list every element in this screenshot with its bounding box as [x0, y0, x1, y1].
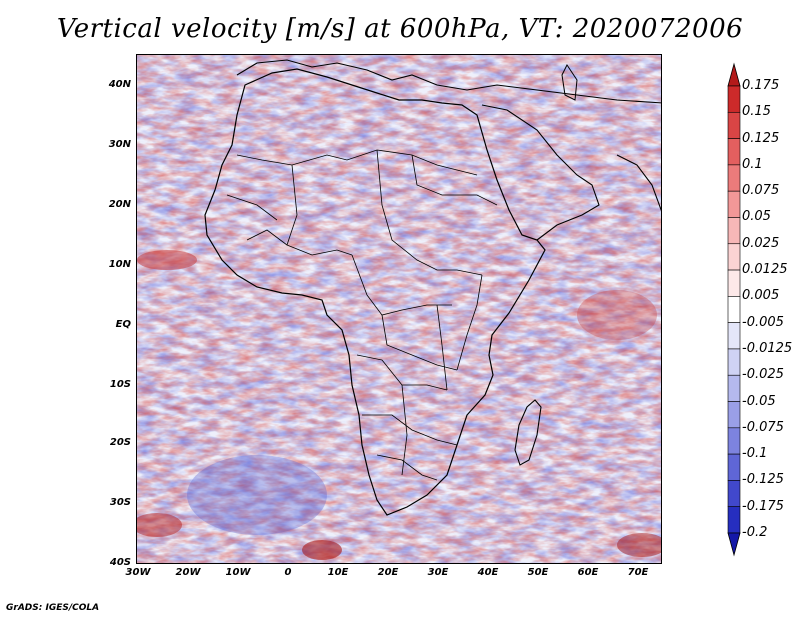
colorbar-box	[727, 348, 741, 376]
colorbar-box	[727, 138, 741, 166]
lon-label-60e: 60E	[577, 567, 599, 578]
colorbar-box	[727, 217, 741, 245]
colorbar-label: 0.005	[742, 288, 780, 304]
colorbar-label: 0.025	[742, 235, 780, 251]
colorbar-box	[727, 190, 741, 218]
colorbar-box	[727, 322, 741, 350]
madagascar-coastline	[514, 399, 542, 466]
colorbar-label: 0.1	[742, 156, 763, 172]
lat-label-20n: 20N	[108, 199, 131, 210]
arabia-coastline	[481, 104, 600, 241]
vertical-velocity-field	[137, 55, 661, 563]
colorbar-box	[727, 85, 741, 113]
lat-label-40n: 40N	[108, 79, 131, 90]
lon-label-10e: 10E	[327, 567, 349, 578]
lon-label-30e: 30E	[427, 567, 449, 578]
europe-coastline	[236, 59, 661, 104]
lon-label-20w: 20W	[175, 567, 201, 578]
lat-label-eq: EQ	[115, 319, 131, 330]
colorbar-box	[727, 296, 741, 323]
colorbar-label: 0.125	[742, 130, 780, 146]
colorbar	[727, 62, 741, 557]
grads-credit: GrADS: IGES/COLA	[6, 603, 100, 613]
colorbar-label: 0.0125	[742, 262, 788, 278]
colorbar-label: -0.075	[742, 419, 784, 435]
colorbar-label: -0.025	[742, 367, 784, 383]
colorbar-label: 0.15	[742, 104, 771, 120]
lat-label-40s: 40S	[109, 557, 131, 568]
colorbar-box	[727, 401, 741, 429]
lon-label-40e: 40E	[477, 567, 499, 578]
map-title: Vertical velocity [m/s] at 600hPa, VT: 2…	[56, 14, 744, 44]
colorbar-label: -0.005	[742, 314, 784, 330]
lon-label-70e: 70E	[627, 567, 649, 578]
country-borders	[226, 149, 498, 481]
colorbar-label: -0.1	[742, 446, 768, 462]
lon-label-10w: 10W	[225, 567, 251, 578]
colorbar-box	[727, 243, 741, 271]
lon-label-50e: 50E	[527, 567, 549, 578]
india-coastline	[616, 154, 661, 212]
colorbar-box	[727, 269, 741, 297]
colorbar-box	[727, 427, 741, 455]
colorbar-label: 0.05	[742, 209, 771, 225]
lon-label-0: 0	[284, 567, 292, 578]
colorbar-label: -0.125	[742, 472, 784, 488]
colorbar-label: -0.0125	[742, 340, 793, 356]
lat-label-10s: 10S	[109, 379, 131, 390]
caspian-coastline	[561, 64, 578, 101]
colorbar-label: -0.2	[742, 525, 768, 540]
colorbar-top-arrow	[727, 62, 741, 87]
colorbar-box	[727, 111, 741, 139]
colorbar-box	[727, 480, 741, 508]
africa-coastline	[204, 68, 546, 516]
lat-label-30s: 30S	[109, 497, 131, 508]
colorbar-label: 0.175	[742, 78, 780, 93]
colorbar-bottom-arrow	[727, 532, 741, 557]
lon-label-30w: 30W	[125, 567, 151, 578]
colorbar-box	[727, 506, 741, 534]
colorbar-box	[727, 453, 741, 481]
colorbar-label: -0.05	[742, 393, 776, 409]
lat-label-10n: 10N	[108, 259, 131, 270]
lat-label-30n: 30N	[108, 139, 131, 150]
map-plot-area	[136, 54, 662, 564]
lat-label-20s: 20S	[109, 437, 131, 448]
colorbar-box	[727, 374, 741, 402]
colorbar-label: -0.175	[742, 498, 784, 514]
lon-label-20e: 20E	[377, 567, 399, 578]
colorbar-box	[727, 164, 741, 192]
colorbar-label: 0.075	[742, 183, 780, 199]
